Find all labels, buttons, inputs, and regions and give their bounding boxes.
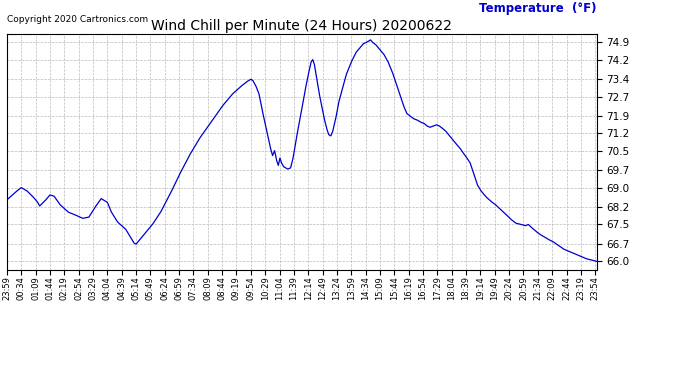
Title: Wind Chill per Minute (24 Hours) 20200622: Wind Chill per Minute (24 Hours) 2020062… xyxy=(151,19,453,33)
Text: Copyright 2020 Cartronics.com: Copyright 2020 Cartronics.com xyxy=(7,15,148,24)
Text: Temperature  (°F): Temperature (°F) xyxy=(480,2,597,15)
